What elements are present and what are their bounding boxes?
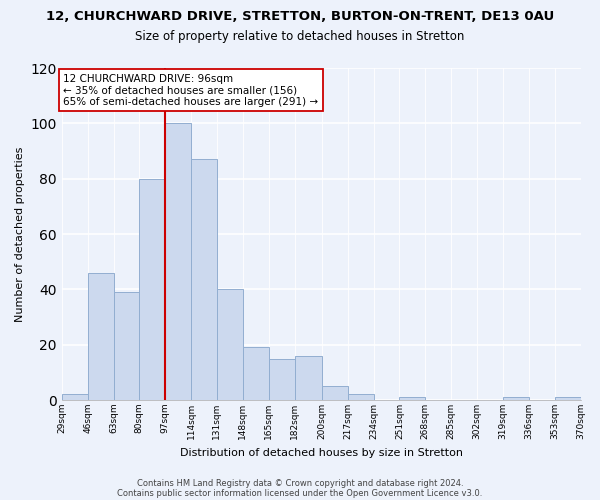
Text: Size of property relative to detached houses in Stretton: Size of property relative to detached ho… bbox=[136, 30, 464, 43]
Bar bbox=[554, 397, 581, 400]
Bar bbox=[217, 290, 243, 400]
Bar bbox=[503, 397, 529, 400]
Bar bbox=[62, 394, 88, 400]
Y-axis label: Number of detached properties: Number of detached properties bbox=[15, 146, 25, 322]
Text: 12, CHURCHWARD DRIVE, STRETTON, BURTON-ON-TRENT, DE13 0AU: 12, CHURCHWARD DRIVE, STRETTON, BURTON-O… bbox=[46, 10, 554, 23]
Bar bbox=[348, 394, 374, 400]
Bar bbox=[139, 178, 165, 400]
Bar bbox=[400, 397, 425, 400]
Text: Contains HM Land Registry data © Crown copyright and database right 2024.: Contains HM Land Registry data © Crown c… bbox=[137, 478, 463, 488]
Bar bbox=[269, 358, 295, 400]
Bar bbox=[191, 160, 217, 400]
Bar bbox=[243, 348, 269, 400]
Bar bbox=[165, 124, 191, 400]
Text: 12 CHURCHWARD DRIVE: 96sqm
← 35% of detached houses are smaller (156)
65% of sem: 12 CHURCHWARD DRIVE: 96sqm ← 35% of deta… bbox=[64, 74, 319, 106]
X-axis label: Distribution of detached houses by size in Stretton: Distribution of detached houses by size … bbox=[179, 448, 463, 458]
Bar bbox=[88, 272, 113, 400]
Text: Contains public sector information licensed under the Open Government Licence v3: Contains public sector information licen… bbox=[118, 488, 482, 498]
Bar bbox=[113, 292, 139, 400]
Bar bbox=[322, 386, 348, 400]
Bar bbox=[295, 356, 322, 400]
